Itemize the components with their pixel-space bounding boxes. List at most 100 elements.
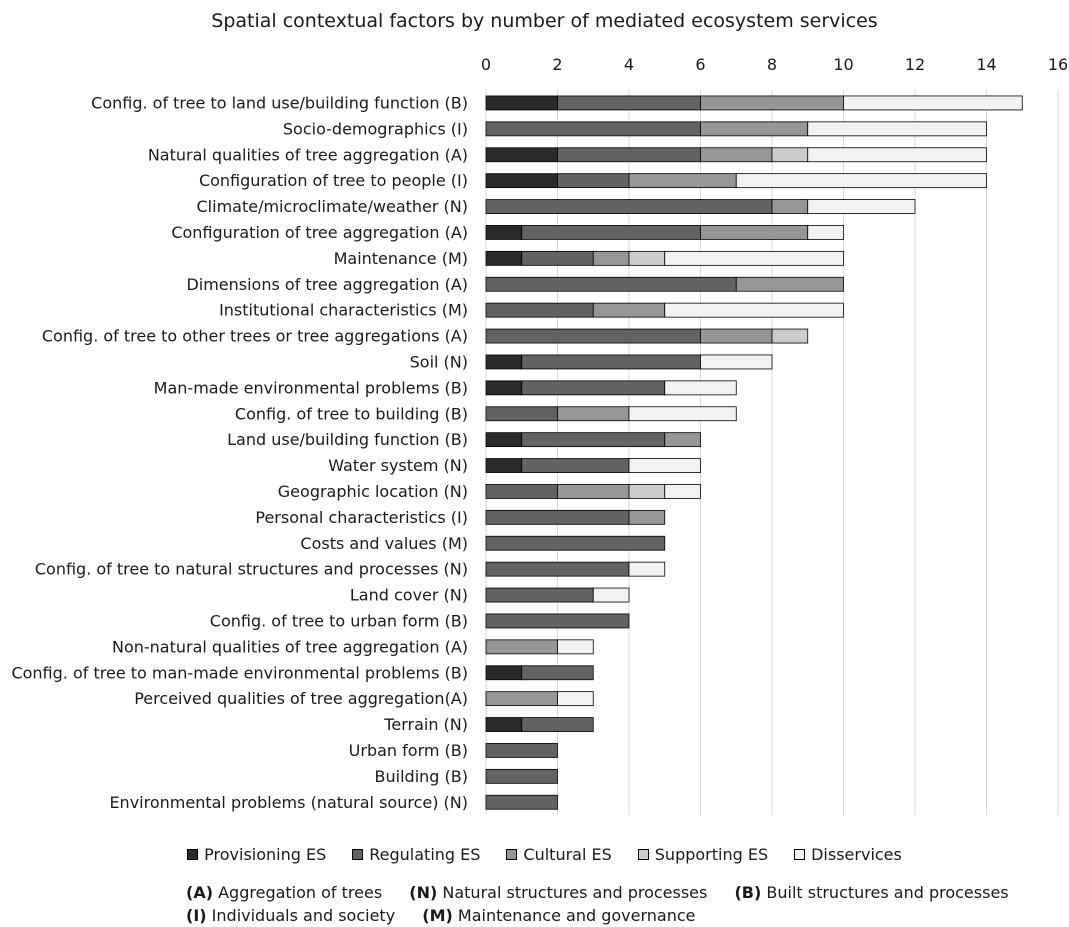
bar-segment [807, 225, 844, 240]
bar-segment [735, 173, 987, 189]
bar-segment [807, 121, 987, 137]
x-tick-label: 14 [976, 55, 996, 74]
bar-segment [485, 509, 630, 525]
bar-segment [700, 147, 773, 163]
legend-swatch [506, 849, 518, 860]
bar-segment [557, 95, 701, 111]
category-label: Environmental problems (natural source) … [109, 793, 468, 812]
bar-segment [521, 717, 594, 732]
bar-segment [485, 743, 558, 758]
bar-segment [843, 95, 1023, 111]
bar-segment [628, 484, 666, 499]
bar-segment [664, 484, 701, 499]
chart-title: Spatial contextual factors by number of … [211, 10, 878, 32]
notes-line-1: (A) Aggregation of trees (N) Natural str… [186, 881, 1031, 904]
bar-chart: 0 2 4 6 8 10 12 14 16 Config. of tree to land use… [11, 55, 1068, 816]
bar-segment [664, 380, 737, 396]
x-tick-label: 12 [905, 55, 925, 74]
bar-segment [557, 639, 594, 655]
x-tick-label: 2 [552, 55, 562, 74]
legend-swatch [794, 849, 806, 860]
bar-segment [628, 509, 666, 525]
legend-label: Disservices [811, 845, 902, 864]
category-label: Dimensions of tree aggregation (A) [186, 275, 468, 294]
bar-segment [485, 691, 558, 707]
category-label: Config. of tree to land use/building fun… [91, 93, 468, 112]
bar-segment [628, 561, 666, 577]
legend-item: Supporting ES [637, 845, 768, 864]
bar-segment [521, 250, 594, 266]
category-label: Water system (N) [328, 456, 468, 475]
category-label: Socio-demographics (I) [283, 119, 468, 138]
bar-segment [771, 147, 809, 163]
bar-segment [485, 328, 701, 344]
category-label: Climate/microclimate/weather (N) [197, 197, 469, 216]
category-label: Config. of tree to urban form (B) [210, 611, 468, 630]
category-label: Geographic location (N) [278, 482, 468, 501]
bar-segment [521, 432, 666, 448]
bar-segment [521, 354, 701, 370]
bar-segment [700, 354, 773, 370]
bar-segment [485, 535, 666, 551]
bar-segment [664, 250, 844, 266]
category-label: Config. of tree to other trees or tree a… [42, 327, 468, 346]
bar-segment [485, 380, 523, 396]
bar-segment [485, 147, 558, 163]
x-tick-label: 4 [624, 55, 634, 74]
x-tick-label: 8 [767, 55, 777, 74]
bar-segment [592, 302, 666, 318]
category-label: Natural qualities of tree aggregation (A… [148, 145, 468, 164]
bar-segment [521, 665, 594, 681]
bar-segment [485, 717, 523, 732]
category-label: Configuration of tree to people (I) [199, 171, 468, 190]
bar-segment [557, 173, 630, 189]
bar-segment [771, 328, 809, 344]
x-tick-label: 16 [1048, 55, 1068, 74]
bar-segment [521, 380, 666, 396]
category-label: Land use/building function (B) [227, 430, 468, 449]
bar-segment [521, 458, 630, 473]
bar-segment [700, 95, 844, 111]
bar-segment [664, 302, 844, 318]
bar-segment [628, 173, 737, 189]
note-n: (N) Natural structures and processes [409, 883, 708, 902]
bar-segment [557, 147, 701, 163]
bar-segment [485, 406, 558, 422]
bar-segment [735, 276, 844, 292]
legend-swatch [187, 849, 199, 860]
legend-item: Cultural ES [506, 845, 612, 864]
bar-segment [485, 250, 523, 266]
category-label: Terrain (N) [383, 715, 468, 734]
bar-segment [485, 225, 523, 240]
category-label: Maintenance (M) [334, 249, 468, 268]
x-tick-label: 10 [833, 55, 853, 74]
category-label: Building (B) [375, 767, 468, 786]
bar-segment [485, 794, 558, 810]
bar-segment [628, 250, 666, 266]
bar-segment [521, 225, 701, 240]
category-label: Man-made environmental problems (B) [154, 378, 468, 397]
bar-segment [485, 768, 558, 784]
category-label: Config. of tree to natural structures an… [35, 560, 468, 579]
legend-swatch [637, 849, 649, 860]
bar-segment [485, 173, 558, 189]
legend-item: Disservices [794, 845, 902, 864]
note-b: (B) Built structures and processes [734, 883, 1009, 902]
legend: Provisioning ES Regulating ES Cultural ES S… [0, 845, 1069, 864]
bar-segment [485, 276, 737, 292]
category-label: Institutional characteristics (M) [219, 301, 468, 320]
bar-segment [485, 302, 594, 318]
bar-segment [628, 458, 701, 473]
category-label: Land cover (N) [350, 586, 468, 605]
bar-segment [485, 354, 523, 370]
category-label: Urban form (B) [349, 741, 468, 760]
bar-segment [485, 587, 594, 603]
note-a: (A) Aggregation of trees [186, 883, 383, 902]
bar-segment [485, 458, 523, 473]
category-label: Config. of tree to man-made environmenta… [11, 663, 468, 682]
bar-segment [485, 432, 523, 448]
category-label: Non-natural qualities of tree aggregatio… [112, 637, 468, 656]
legend-swatch [352, 849, 364, 860]
bar-segment [628, 406, 737, 422]
legend-item: Regulating ES [352, 845, 480, 864]
